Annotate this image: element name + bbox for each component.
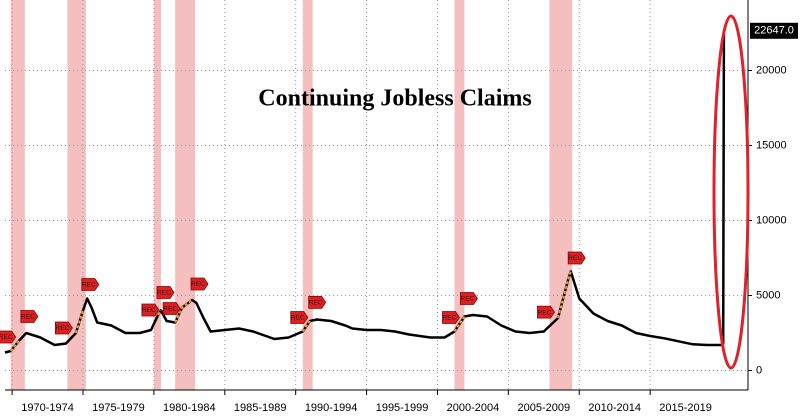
x-tick-label: 1970-1974 (21, 402, 74, 414)
recession-bands (10, 0, 573, 390)
rec-marker: REC (460, 292, 478, 305)
recession-band (175, 0, 196, 390)
rec-marker-shape (567, 251, 586, 265)
rec-marker-label: REC (191, 281, 205, 288)
recession-band (454, 0, 465, 390)
rec-marker: REC (81, 278, 100, 291)
rec-marker-shape (290, 311, 309, 324)
chart-title: Continuing Jobless Claims (258, 86, 531, 112)
rec-marker: REC (54, 321, 73, 335)
rec-marker-shape (537, 305, 555, 319)
rec-marker-label: REC (21, 314, 35, 321)
x-tick-label: 2000-2004 (447, 402, 500, 414)
rec-marker: REC (442, 311, 460, 324)
rec-marker-label: REC (443, 315, 457, 322)
rec-marker-shape (81, 278, 100, 291)
rec-marker-label: REC (82, 282, 96, 289)
y-tick-label: 5000 (756, 289, 780, 301)
rec-marker: REC (190, 277, 209, 291)
recession-band (302, 0, 313, 390)
rec-marker: REC (308, 295, 327, 309)
recession-band (153, 0, 161, 390)
rec-marker-shape (54, 321, 73, 335)
value-label-box (750, 22, 798, 39)
rec-marker: REC (162, 302, 181, 315)
recession-line (301, 320, 311, 333)
rec-marker-shape (442, 311, 460, 324)
rec-marker: REC (0, 330, 17, 344)
x-tick-label: 2015-2019 (659, 402, 712, 414)
recession-line (453, 315, 466, 333)
rec-marker-label: REC (291, 315, 305, 322)
value-label: 22647.0 (754, 25, 794, 37)
y-tick-label: 10000 (756, 214, 787, 226)
x-tick-label: 1995-1999 (376, 402, 429, 414)
recession-band (67, 0, 86, 390)
rec-marker-shape (460, 292, 478, 305)
x-tick-label: 1980-1984 (163, 402, 216, 414)
recession-band (549, 0, 573, 390)
recession-line (74, 310, 84, 334)
rec-marker-shape (141, 303, 160, 317)
rec-marker-shape (20, 310, 39, 323)
rec-marker-label: REC (163, 306, 177, 313)
rec-marker-label: REC (0, 334, 13, 341)
rec-marker-shape (156, 286, 175, 299)
lines (4, 30, 726, 354)
highlight-ellipse (712, 14, 750, 370)
rec-marker: REC (567, 251, 586, 265)
rec-marker-label: REC (56, 325, 70, 332)
x-tick-label: 1985-1989 (234, 402, 287, 414)
rec-marker-label: REC (538, 309, 552, 316)
recession-line (9, 339, 20, 352)
rec-marker: REC (141, 303, 160, 317)
rec-marker-shape (308, 295, 327, 309)
x-tick-label: 1990-1994 (305, 402, 358, 414)
annotations: REC REC REC REC REC REC REC REC REC REC REC REC REC R… (0, 22, 798, 344)
rec-marker-label: REC (568, 255, 582, 262)
rec-marker-label: REC (157, 290, 171, 297)
rec-marker-shape (162, 302, 181, 315)
data-line (4, 30, 726, 354)
recession-band (10, 0, 25, 390)
rec-marker: REC (156, 286, 175, 299)
recession-line (557, 271, 572, 319)
rec-marker: REC (20, 310, 39, 323)
rec-marker: REC (537, 305, 555, 319)
rec-marker-label: REC (309, 300, 323, 307)
rec-marker: REC (290, 311, 309, 324)
grid: 0 5000 10000 15000 20000 1970-1974 1975-1979 19… (5, 0, 787, 414)
recession-line (174, 299, 193, 323)
recession-line (157, 309, 162, 316)
rec-marker-label: REC (461, 296, 475, 303)
rec-marker-shape (0, 330, 17, 344)
rec-marker-shape (190, 277, 209, 291)
rec-marker-label: REC (142, 307, 156, 314)
x-tick-label: 1975-1979 (92, 402, 145, 414)
x-tick-label: 2005-2009 (518, 402, 571, 414)
y-tick-label: 0 (756, 364, 762, 376)
y-tick-label: 15000 (756, 139, 787, 151)
x-tick-label: 2010-2014 (588, 402, 641, 414)
y-tick-label: 20000 (756, 64, 787, 76)
